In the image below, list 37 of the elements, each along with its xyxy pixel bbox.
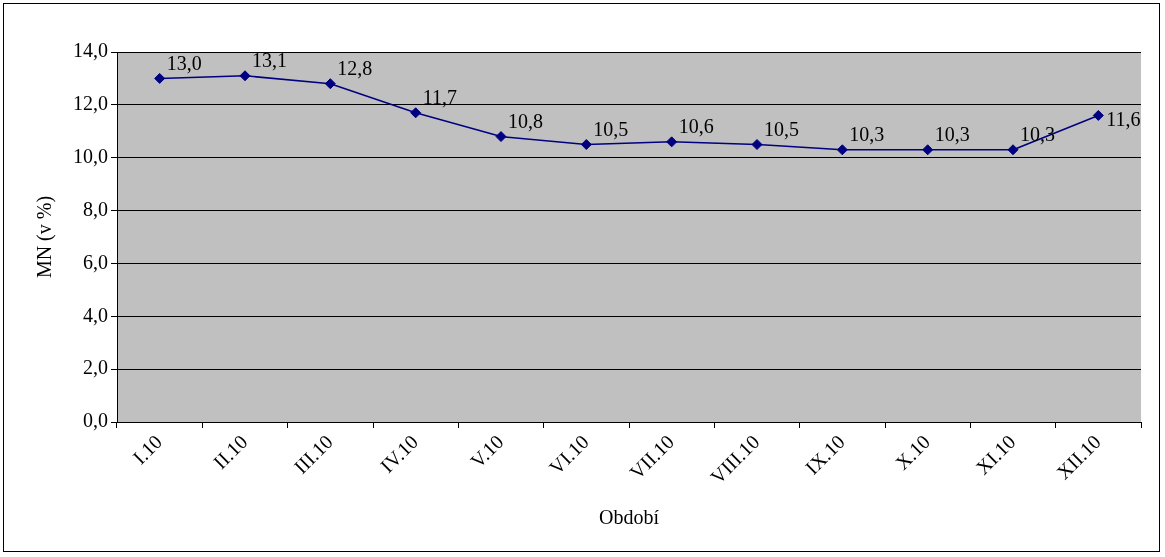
x-tick-label: V.10	[465, 430, 508, 473]
point	[836, 144, 848, 156]
data-label: 13,0	[166, 51, 202, 74]
y-tick-label: 6,0	[83, 250, 108, 273]
point	[239, 70, 251, 82]
y-tick-label: 12,0	[73, 92, 108, 115]
x-tick-label: II.10	[208, 430, 252, 474]
point	[666, 136, 678, 148]
data-label: 11,6	[1106, 107, 1141, 130]
y-tick-label: 0,0	[83, 409, 108, 432]
y-tick-label: 4,0	[83, 303, 108, 326]
point	[324, 78, 336, 90]
point	[154, 72, 166, 84]
data-label: 10,8	[508, 109, 543, 132]
data-label: 11,7	[422, 86, 457, 109]
data-label: 10,3	[1020, 123, 1055, 146]
data-label: 10,6	[678, 115, 714, 138]
data-label: 10,3	[849, 123, 885, 146]
y-tick-label: 14,0	[73, 39, 108, 62]
point	[922, 144, 934, 156]
y-tick-label: 8,0	[83, 197, 108, 220]
data-label: 10,3	[934, 123, 970, 146]
x-axis-title: Období	[599, 506, 660, 529]
data-label: 13,1	[252, 49, 287, 72]
point	[410, 107, 422, 119]
point	[1092, 109, 1104, 121]
data-label: 10,5	[593, 117, 629, 140]
point	[751, 139, 763, 150]
x-tick-label: I.10	[128, 430, 167, 469]
point	[1007, 144, 1019, 156]
data-label: 10,5	[764, 117, 799, 140]
point	[580, 139, 592, 150]
y-tick-label: 2,0	[83, 356, 108, 379]
data-label: 12,8	[337, 56, 373, 79]
y-tick-label: 10,0	[73, 144, 108, 167]
point	[495, 131, 507, 143]
y-axis-title: MN (v %)	[33, 195, 57, 279]
